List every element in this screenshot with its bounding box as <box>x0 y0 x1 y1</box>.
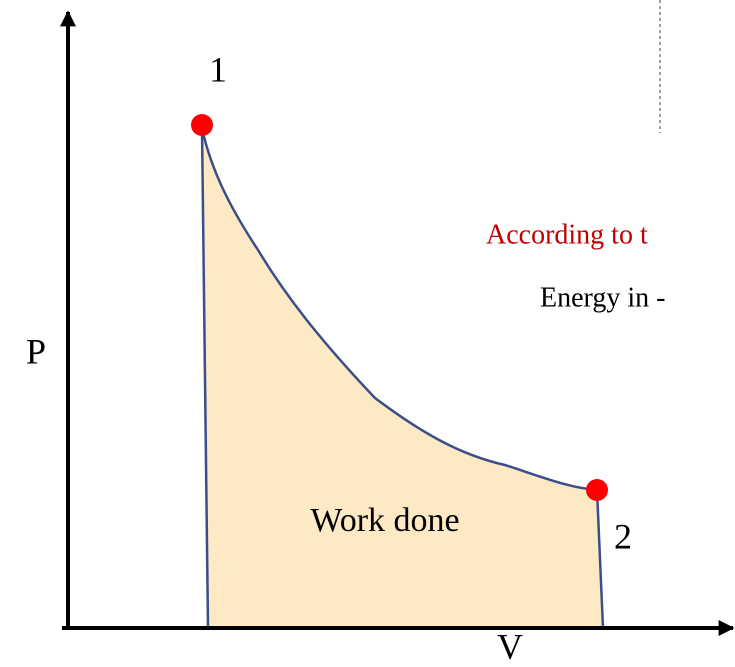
y-axis-label: P <box>26 331 46 371</box>
text-line: According to t <box>486 219 648 250</box>
area-label: Work done <box>310 502 459 539</box>
state-point <box>191 114 213 136</box>
text-line: Energy in - <box>540 282 665 313</box>
point-label: 2 <box>614 516 632 556</box>
x-axis-label: V <box>497 626 523 666</box>
point-label: 1 <box>209 49 227 89</box>
state-point <box>586 479 608 501</box>
work-area <box>200 127 605 630</box>
